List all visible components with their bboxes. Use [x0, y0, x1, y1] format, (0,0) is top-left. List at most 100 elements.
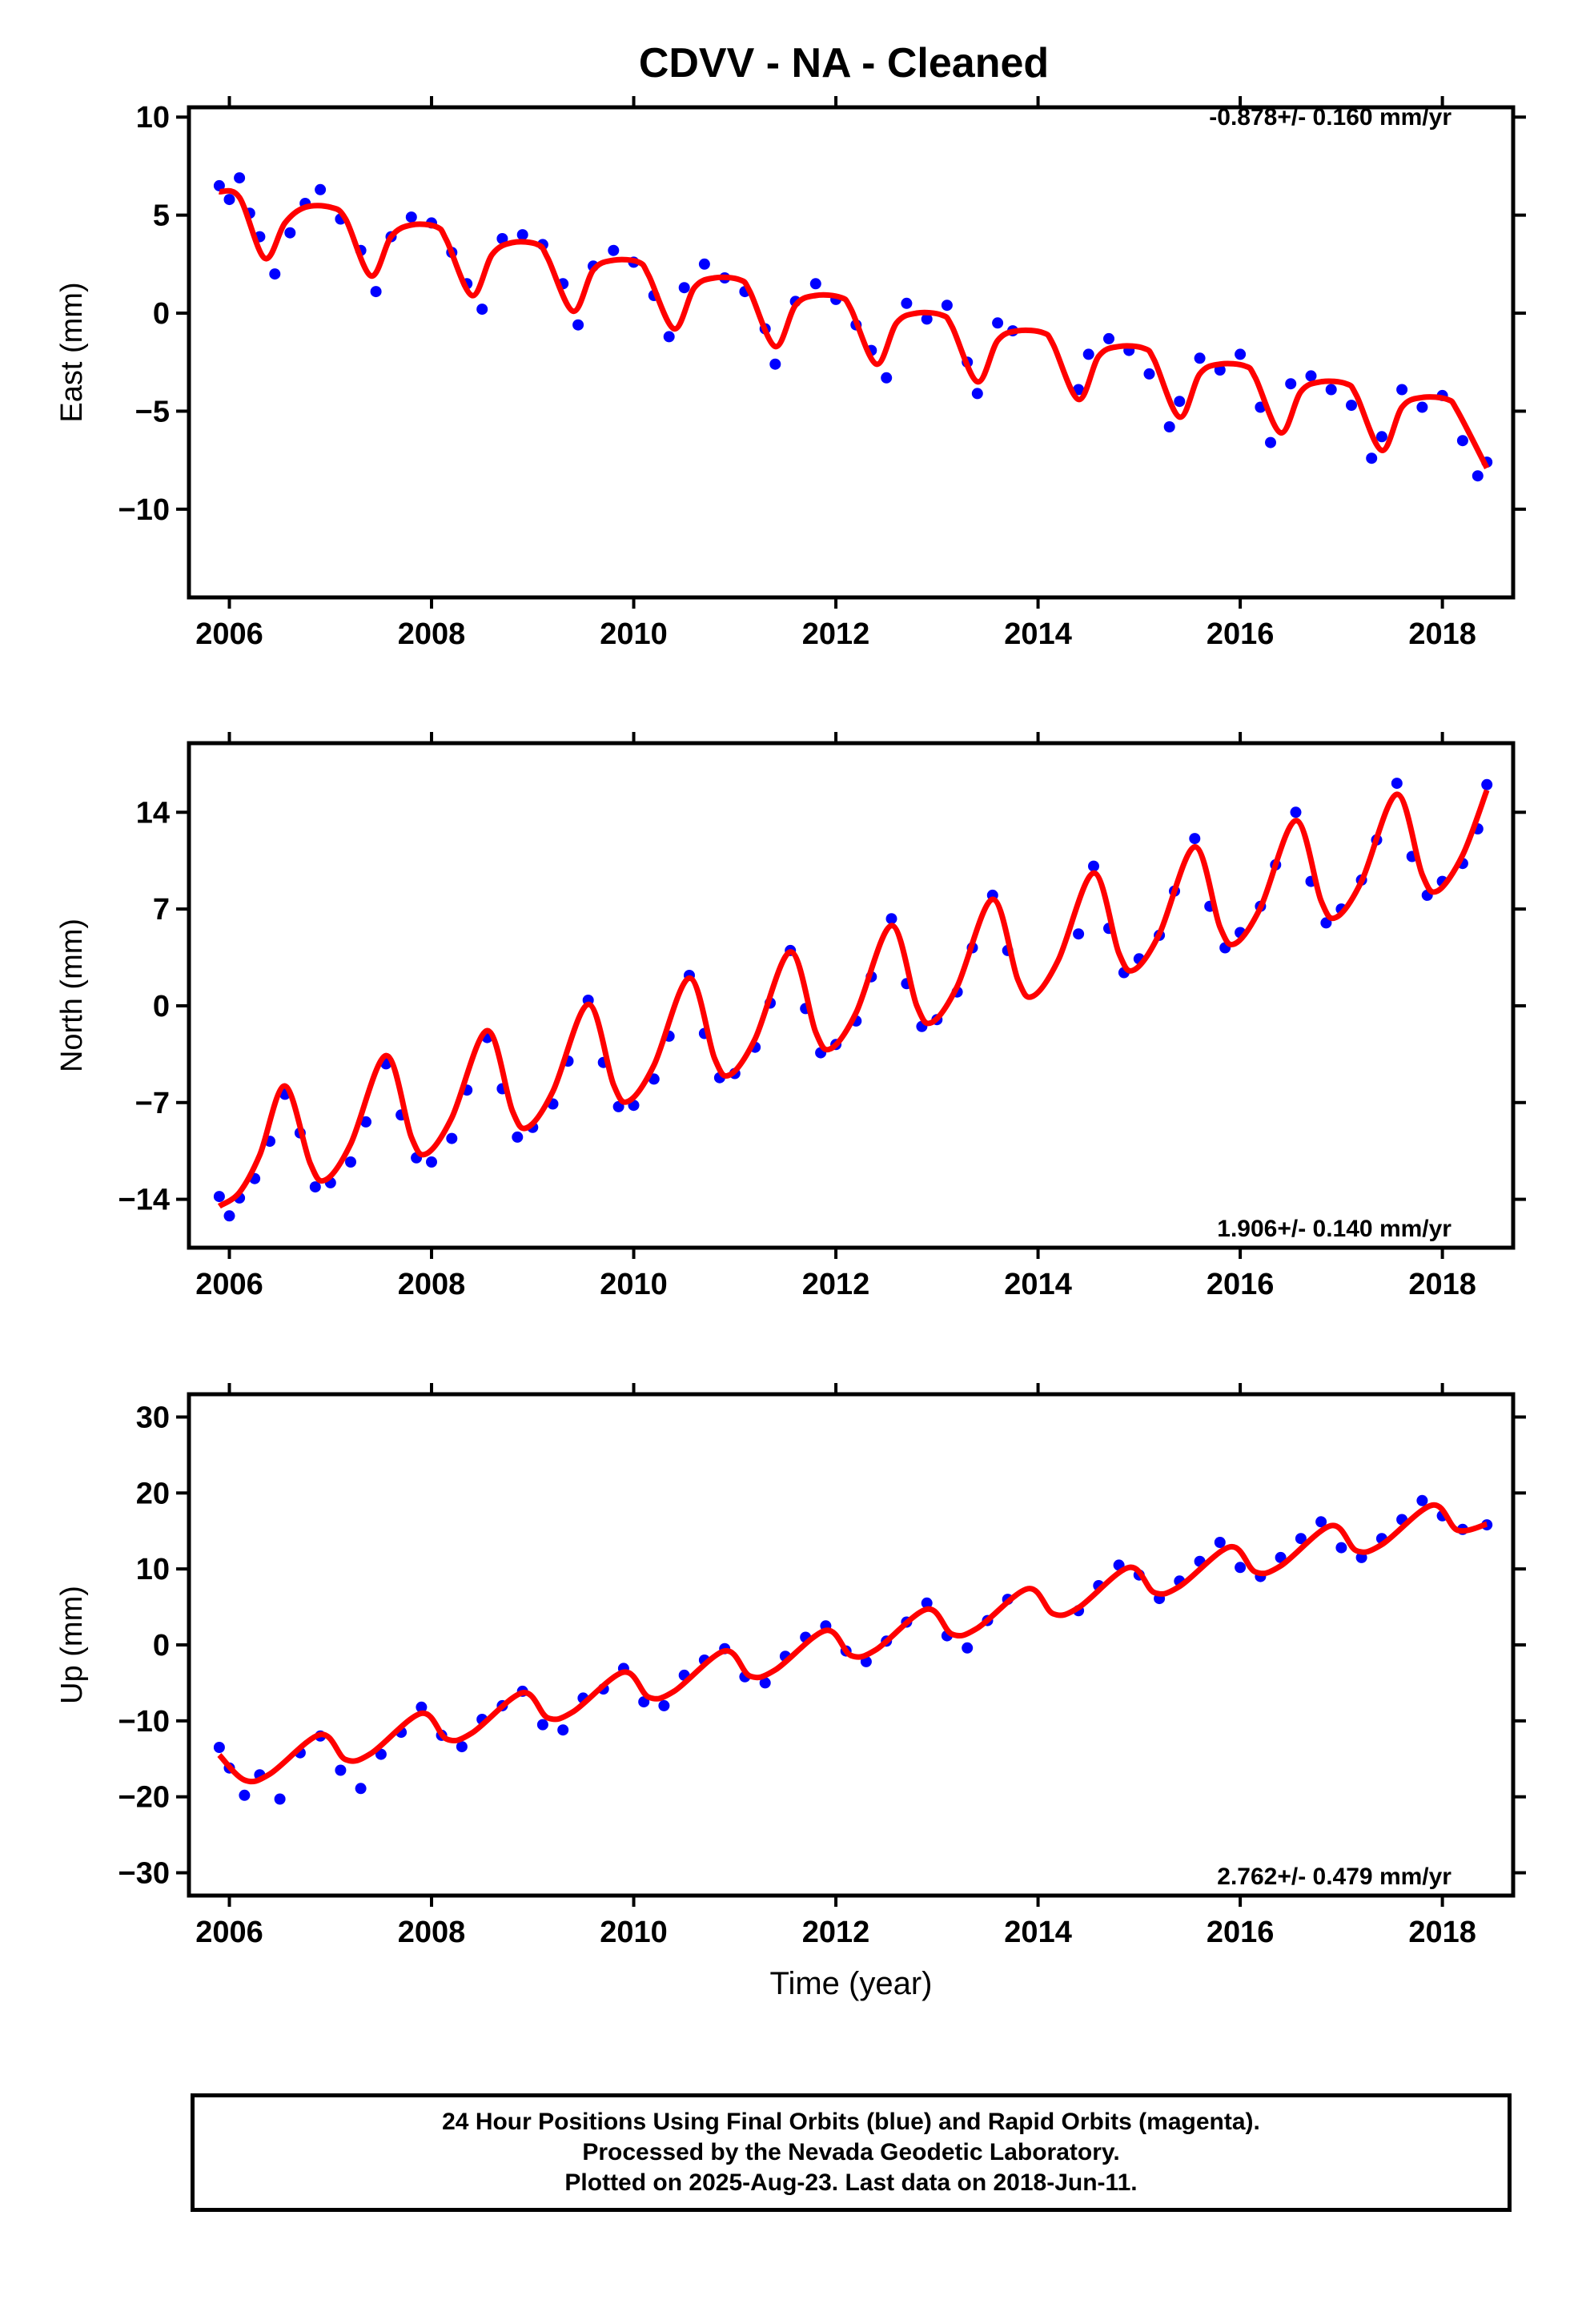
- east-y-tick-label: 0: [153, 297, 170, 331]
- up-data-point: [335, 1764, 347, 1776]
- north-data-point: [1073, 928, 1085, 940]
- north-data-point: [1391, 778, 1403, 790]
- up-data-point: [1416, 1494, 1428, 1506]
- up-data-point: [1335, 1542, 1347, 1554]
- up-data-point: [456, 1741, 468, 1753]
- north-data-point: [213, 1191, 225, 1203]
- north-y-axis-label: North (mm): [55, 919, 89, 1072]
- east-data-point: [223, 194, 235, 206]
- north-y-tick-label: 14: [136, 796, 170, 830]
- east-data-point: [901, 297, 913, 309]
- east-y-tick-label: −5: [135, 395, 170, 428]
- east-x-tick-label: 2018: [1408, 617, 1476, 651]
- east-x-tick-label: 2008: [398, 617, 466, 651]
- east-y-tick-label: 10: [136, 101, 170, 135]
- north-x-tick-label: 2008: [398, 1268, 466, 1301]
- east-data-point: [1163, 421, 1175, 432]
- up-x-tick-label: 2012: [802, 1916, 870, 1949]
- x-axis-label: Time (year): [770, 1966, 933, 2001]
- up-data-point: [239, 1789, 251, 1801]
- north-x-tick-label: 2006: [195, 1268, 263, 1301]
- up-y-tick-label: −30: [118, 1857, 170, 1891]
- east-series-layer: [213, 172, 1493, 482]
- up-x-tick-label: 2018: [1408, 1916, 1476, 1949]
- north-data-point: [426, 1156, 437, 1168]
- north-data-point: [223, 1210, 235, 1222]
- north-y-tick-label: −7: [135, 1087, 170, 1120]
- east-data-point: [769, 358, 781, 370]
- north-data-point: [1481, 778, 1493, 790]
- east-data-point: [1375, 431, 1387, 443]
- east-data-point: [476, 304, 488, 316]
- east-data-point: [405, 211, 417, 223]
- up-y-tick-label: 10: [136, 1553, 170, 1586]
- east-y-tick-label: 5: [153, 199, 170, 233]
- up-x-tick-label: 2016: [1207, 1916, 1275, 1949]
- east-data-point: [941, 300, 953, 312]
- up-y-tick-label: −20: [118, 1781, 170, 1815]
- north-x-tick-label: 2016: [1207, 1268, 1275, 1301]
- east-data-point: [1265, 436, 1276, 448]
- north-x-tick-label: 2010: [600, 1268, 668, 1301]
- up-data-point: [416, 1701, 428, 1713]
- up-data-point: [962, 1642, 974, 1654]
- north-panel: 2006 2008 2010 2012 2014 2016 2018 14 7 0 −7 −14 No…: [55, 732, 1526, 1301]
- east-data-point: [213, 179, 225, 191]
- east-data-point: [971, 388, 983, 400]
- east-data-point: [234, 172, 246, 184]
- footer-line-3: Plotted on 2025-Aug-23. Last data on 201…: [564, 2169, 1138, 2196]
- north-data-point: [512, 1131, 524, 1143]
- up-data-point: [658, 1699, 670, 1711]
- east-data-point: [809, 278, 821, 290]
- east-y-tick-label: −10: [118, 493, 170, 527]
- north-data-point: [446, 1132, 458, 1144]
- north-y-tick-label: −14: [118, 1184, 170, 1217]
- east-data-point: [516, 229, 528, 241]
- up-data-point: [1235, 1562, 1247, 1574]
- footer-line-1: 24 Hour Positions Using Final Orbits (bl…: [442, 2109, 1260, 2135]
- up-data-point: [1295, 1533, 1307, 1545]
- up-data-point: [213, 1742, 225, 1753]
- north-x-tick-label: 2012: [802, 1268, 870, 1301]
- up-data-point: [1275, 1551, 1287, 1563]
- east-plot-frame: [187, 105, 1516, 600]
- north-data-point: [885, 913, 897, 925]
- footer-line-2: Processed by the Nevada Geodetic Laborat…: [582, 2139, 1120, 2165]
- east-data-point: [572, 319, 584, 331]
- east-data-point: [1305, 370, 1317, 382]
- east-data-point: [1082, 348, 1094, 360]
- east-data-point: [608, 244, 620, 256]
- east-x-tick-label: 2006: [195, 617, 263, 651]
- east-data-point: [1456, 435, 1468, 447]
- north-x-tick-label: 2018: [1408, 1268, 1476, 1301]
- east-data-point: [1143, 368, 1155, 380]
- north-data-point: [309, 1181, 321, 1193]
- east-model-curve: [218, 187, 1490, 470]
- east-data-point: [315, 183, 327, 195]
- east-data-point: [1472, 470, 1484, 482]
- east-data-point: [1103, 332, 1114, 344]
- east-data-point: [1346, 400, 1357, 412]
- east-data-point: [1194, 352, 1206, 364]
- up-model-curve: [217, 1502, 1488, 1785]
- up-x-tick-label: 2010: [600, 1916, 668, 1949]
- footer-caption-box: 24 Hour Positions Using Final Orbits (bl…: [191, 2093, 1512, 2212]
- up-x-tick-label: 2006: [195, 1916, 263, 1949]
- east-x-tick-label: 2016: [1207, 617, 1275, 651]
- up-data-point: [921, 1597, 933, 1609]
- east-data-point: [992, 317, 1004, 329]
- east-data-point: [921, 313, 933, 325]
- up-y-tick-label: 20: [136, 1477, 170, 1510]
- east-x-tick-label: 2012: [802, 617, 870, 651]
- north-data-point: [1088, 860, 1099, 872]
- up-rate-label: 2.762+/- 0.479 mm/yr: [1217, 1864, 1452, 1890]
- north-grid-ticks: 2006 2008 2010 2012 2014 2016 2018 14 7 0 −7 −14: [118, 732, 1526, 1301]
- east-data-point: [1235, 348, 1247, 360]
- up-data-point: [759, 1677, 771, 1689]
- up-x-tick-label: 2008: [398, 1916, 466, 1949]
- east-data-point: [881, 372, 893, 384]
- up-data-point: [557, 1724, 569, 1736]
- east-data-point: [1396, 384, 1408, 396]
- east-data-point: [663, 331, 675, 343]
